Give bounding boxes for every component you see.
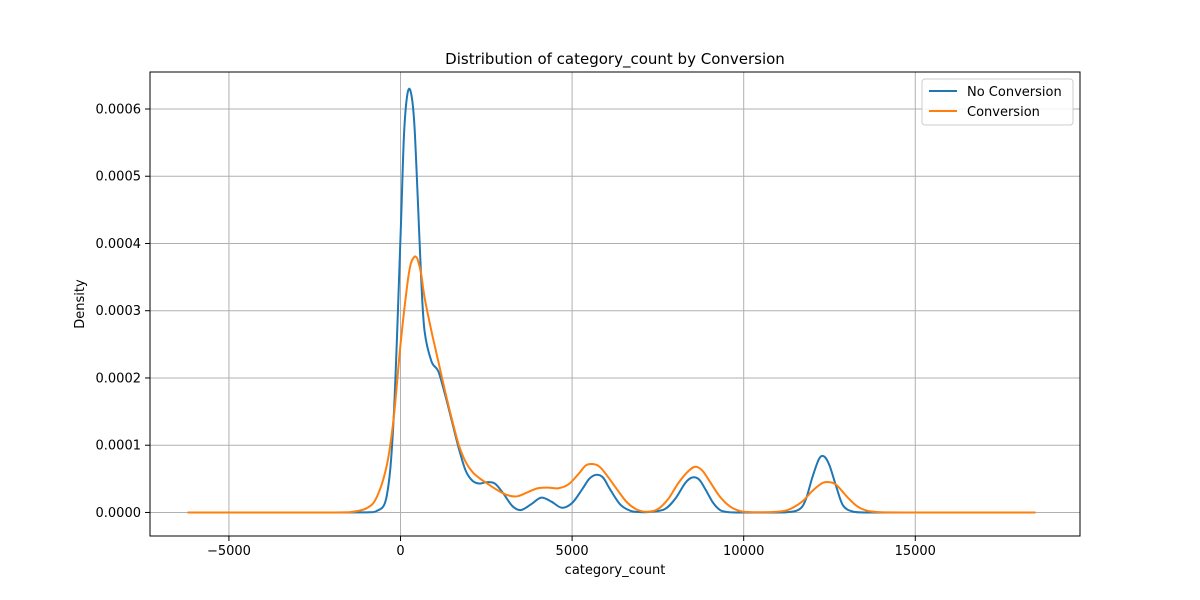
legend-box <box>921 78 1074 126</box>
x-axis-label: category_count <box>565 563 666 578</box>
x-tick-label: 10000 <box>723 544 764 559</box>
x-tick-label: 0 <box>396 544 404 559</box>
y-tick-label: 0.0006 <box>96 102 142 117</box>
series-line-no-conversion <box>187 87 1036 514</box>
y-tick-label: 0.0000 <box>96 506 142 521</box>
y-tick-label: 0.0002 <box>96 371 142 386</box>
y-tick-label: 0.0003 <box>96 304 142 319</box>
legend-label-no-conversion: No Conversion <box>967 85 1062 100</box>
series-line-conversion <box>187 255 1036 514</box>
x-tick-label: 5000 <box>556 544 589 559</box>
y-tick-label: 0.0005 <box>96 170 142 185</box>
plot-frame <box>149 71 1081 537</box>
x-tick-label: 15000 <box>895 544 936 559</box>
grid <box>150 72 1080 536</box>
chart-title: Distribution of category_count by Conver… <box>445 50 785 69</box>
series-lines <box>187 87 1036 514</box>
y-axis-label: Density <box>73 279 88 329</box>
legend-label-conversion: Conversion <box>967 105 1040 120</box>
y-tick-label: 0.0001 <box>96 439 142 454</box>
ticks: −5000 0 5000 10000 15000 0.0000 0.0001 0.0002 0.… <box>96 102 936 559</box>
y-tick-label: 0.0004 <box>96 237 142 252</box>
x-tick-label: −5000 <box>207 544 251 559</box>
legend: No Conversion Conversion <box>921 78 1074 126</box>
